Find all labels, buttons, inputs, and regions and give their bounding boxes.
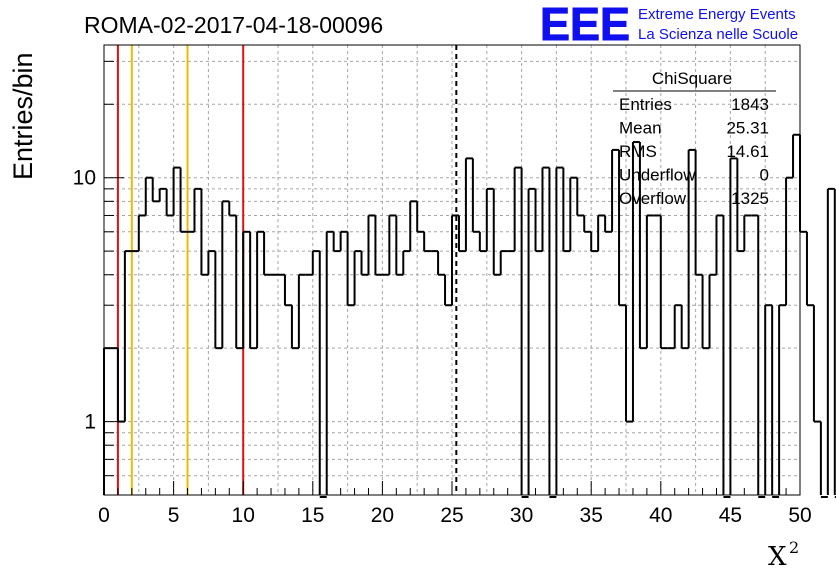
logo-line1: Extreme Energy Events <box>638 6 796 23</box>
x-tick-label: 45 <box>719 504 742 527</box>
x-axis-label-superscript: 2 <box>789 538 799 557</box>
logo-line2: La Scienza nelle Scuole <box>638 26 798 43</box>
axes <box>103 44 801 496</box>
x-tick-label: 20 <box>371 504 394 527</box>
chart-title: ROMA-02-2017-04-18-00096 <box>84 12 383 38</box>
eee-logo: EEE Extreme Energy Events La Scienza nel… <box>540 0 799 51</box>
tick-labels: 0 5 10 15 20 25 30 35 40 45 50 1 10 <box>73 167 812 527</box>
reference-lines <box>116 45 458 495</box>
x-tick-label: 0 <box>98 504 110 527</box>
x-tick-label: 10 <box>232 504 255 527</box>
stats-label: Underflow <box>619 166 696 185</box>
y-tick-label: 10 <box>73 167 96 190</box>
stats-value: 0 <box>760 166 769 185</box>
x-tick-label: 5 <box>168 504 180 527</box>
y-tick-label: 1 <box>84 411 96 434</box>
x-tick-label: 35 <box>580 504 603 527</box>
x-axis-label-main: X <box>768 542 787 572</box>
stats-value: 1843 <box>731 95 769 114</box>
stats-rows: Entries 1843 Mean 25.31 RMS 14.61 Underflow 0 Ov… <box>619 95 769 208</box>
logo-mark: EEE <box>540 0 630 50</box>
x-tick-label: 15 <box>301 504 324 527</box>
stats-value: 14.61 <box>726 142 769 161</box>
stats-value: 1325 <box>731 189 769 208</box>
stats-label: Overflow <box>619 189 687 208</box>
x-axis-label: X 2 <box>768 538 799 572</box>
x-tick-label: 25 <box>440 504 463 527</box>
x-tick-label: 30 <box>510 504 533 527</box>
stats-label: RMS <box>619 142 657 161</box>
y-axis-label: Entries/bin <box>8 52 38 180</box>
x-tick-label: 50 <box>788 504 811 527</box>
stats-value: 25.31 <box>726 119 769 138</box>
x-tick-label: 40 <box>649 504 672 527</box>
stats-label: Mean <box>619 119 662 138</box>
stats-box: ChiSquare Entries 1843 Mean 25.31 RMS 14.61 Un… <box>613 69 776 208</box>
stats-title: ChiSquare <box>652 69 732 88</box>
stats-label: Entries <box>619 95 672 114</box>
